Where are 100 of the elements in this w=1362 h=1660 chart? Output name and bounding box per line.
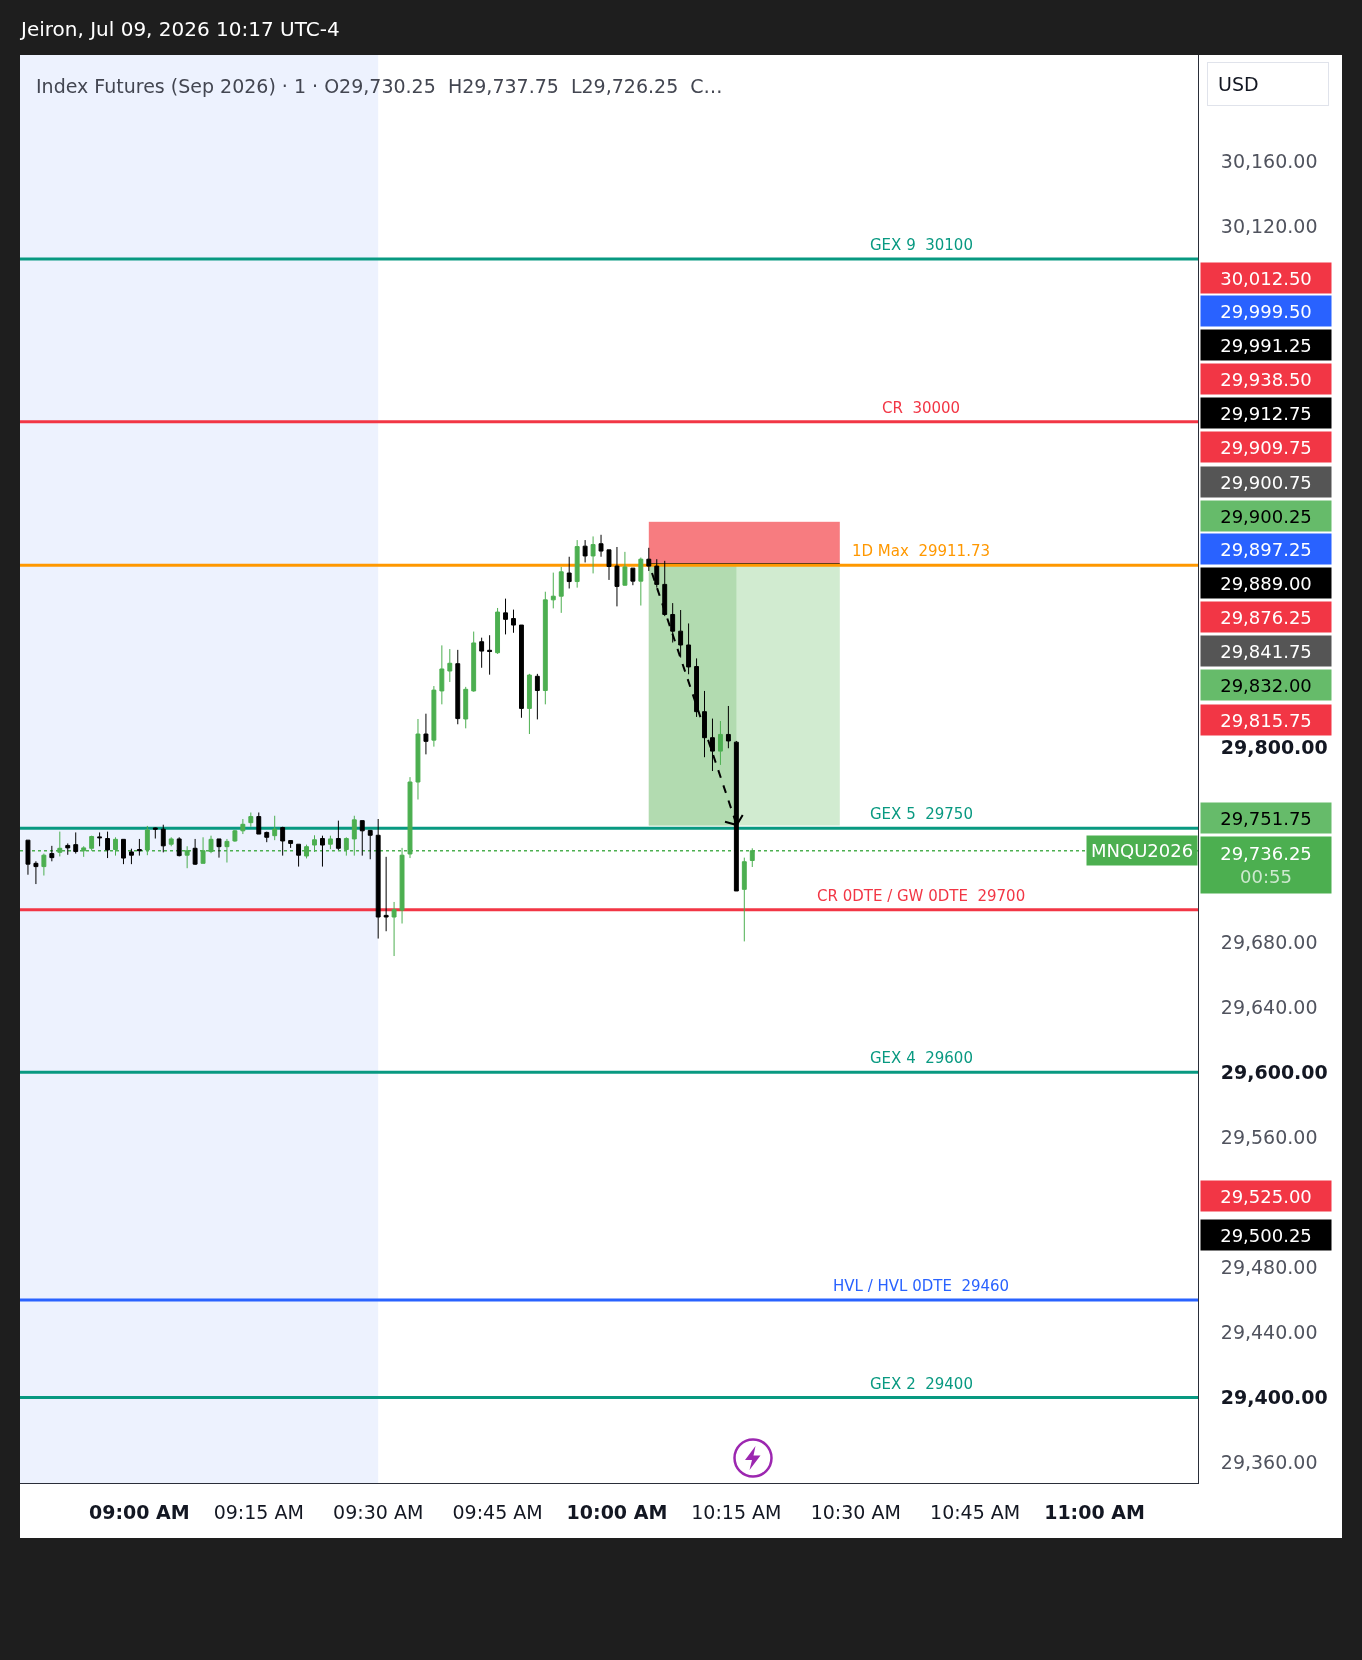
candlestick [391,901,397,957]
candlestick [264,831,270,843]
candlestick [622,551,628,587]
candlestick [439,644,445,705]
candlestick [359,820,365,857]
candlestick [152,827,158,840]
ref-line-label: GEX 9 30100 [870,236,973,254]
chart-title: Jeiron, Jul 09, 2026 10:17 UTC-4 [21,17,340,41]
candlestick [41,853,47,877]
candlestick [638,557,644,607]
candlestick [327,835,333,850]
candlestick [503,598,508,635]
candlestick [288,840,294,849]
candlestick [678,609,684,659]
candlestick [121,838,126,865]
candlestick [479,637,485,669]
candlestick [423,713,429,755]
y-tick-label: 29,800.00 [1220,735,1328,758]
candlestick [741,857,747,942]
text: 29,815.75 [1220,709,1312,731]
candlestick [256,812,262,835]
candlestick [534,673,540,720]
candlestick [240,818,246,835]
candlestick [702,690,707,758]
text: Index Futures (Sep 2026) · 1 · O29,730.25 H29,737.75 L29,726.25 C… [36,75,723,97]
candlestick [33,862,39,885]
y-tick-label: 29,440.00 [1220,1321,1318,1344]
ref-line-label: MNQU2026 [1091,840,1194,861]
text: 29,897.25 [1220,538,1312,560]
ref-line-label: GEX 5 29750 [870,805,973,823]
candlestick [487,634,493,676]
candlestick [455,649,461,725]
candlestick [686,622,692,675]
text: 29,889.00 [1220,572,1312,594]
candlestick [574,539,580,589]
candlestick [566,556,572,589]
candlestick [415,718,421,800]
candlestick [375,818,381,940]
text: 29,525.00 [1220,1185,1312,1207]
y-tick-label: 29,600.00 [1220,1060,1328,1083]
y-tick-label: 29,640.00 [1220,995,1318,1018]
candlestick [168,836,174,847]
ref-line-label: HVL / HVL 0DTE 29460 [833,1277,1010,1295]
candlestick [232,829,238,843]
text: 29,900.25 [1220,505,1312,527]
y-tick-label: 29,480.00 [1220,1256,1318,1279]
candlestick [431,685,437,748]
candlestick [550,572,556,609]
text: 29,900.75 [1220,471,1312,493]
candlestick [296,843,302,868]
text: 29,938.50 [1220,368,1312,390]
candlestick [519,624,524,719]
x-tick-label: 09:00 AM [89,1500,190,1523]
candlestick [160,824,166,853]
text: 29,991.25 [1220,334,1312,356]
candlestick [511,609,516,634]
candlestick [272,815,278,841]
candlestick [471,631,477,693]
ref-line-label: 1D Max 29911.73 [852,542,990,560]
candlestick [367,829,373,860]
text: 29,909.75 [1220,436,1312,458]
candlestick [733,740,739,892]
x-tick-label: 10:30 AM [810,1500,901,1523]
candlestick [248,812,254,828]
candlestick [105,831,110,859]
y-tick-label: 30,120.00 [1220,215,1318,238]
y-tick-label: 29,400.00 [1220,1386,1328,1409]
candlestick [654,558,660,589]
candlestick [725,705,731,749]
candlestick [542,591,548,705]
y-tick-label: 29,680.00 [1220,930,1318,953]
ref-line-label: GEX 4 29600 [870,1049,973,1067]
candlestick [606,549,612,581]
candlestick [192,838,198,866]
x-tick-label: 10:45 AM [930,1500,1021,1523]
text: 29,500.25 [1220,1224,1312,1246]
text: 29,876.25 [1220,606,1312,628]
ref-line-label: CR 0DTE / GW 0DTE 29700 [817,887,1026,905]
candlestick [136,838,142,857]
candlestick [65,844,71,856]
x-tick-label: 10:15 AM [691,1500,782,1523]
candlestick [280,826,286,857]
text: 29,999.50 [1220,300,1312,322]
text: 29,841.75 [1220,640,1312,662]
text: 29,912.75 [1220,402,1312,424]
x-tick-label: 09:30 AM [333,1500,424,1523]
candlestick [216,838,222,859]
y-tick-label: 29,360.00 [1220,1451,1318,1474]
candlestick [176,836,182,857]
x-tick-label: 10:00 AM [566,1500,668,1523]
candlestick [335,820,341,851]
candlestick [463,686,469,729]
ref-line-label: CR 30000 [882,399,961,417]
x-tick-label: 09:45 AM [452,1500,543,1523]
candlestick [598,534,604,558]
candlestick [662,560,668,617]
candlestick [614,546,620,607]
candlestick [717,720,723,766]
text: 29,736.25 00:55 [1220,842,1312,888]
ref-line-label: GEX 2 29400 [870,1375,973,1393]
